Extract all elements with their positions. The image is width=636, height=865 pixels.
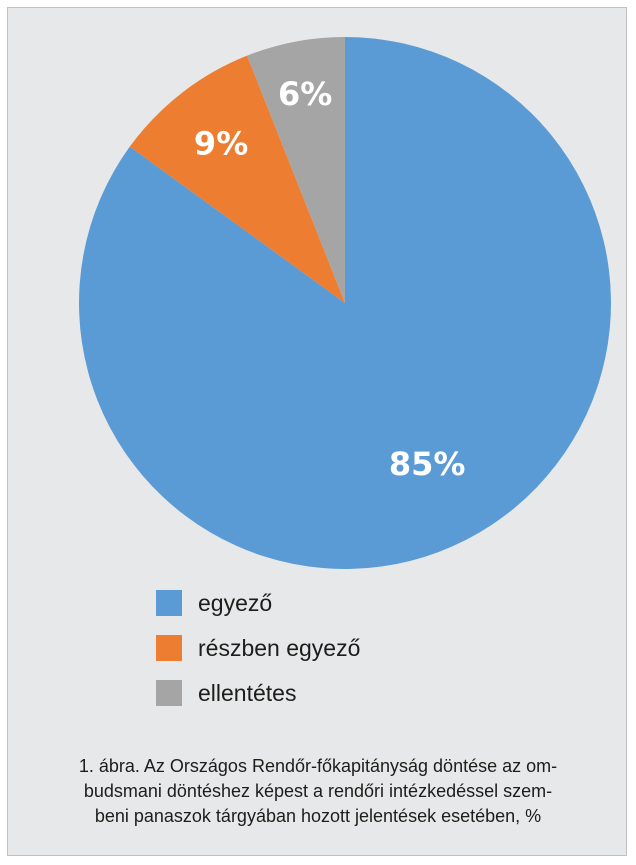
pie-slice-2 [247, 37, 345, 303]
pie-data-label: 9% [194, 124, 248, 162]
legend-item-reszben-egyezo: részben egyező [156, 631, 360, 665]
legend-item-egyezo: egyező [156, 586, 360, 620]
figure-panel: 85% 9% 6% egyező részben egyező ellentétes… [7, 7, 627, 856]
legend-swatch-egyezo [156, 590, 182, 616]
caption-line: 1. ábra. Az Országos Rendőr-főkapitánysá… [78, 756, 558, 776]
pie-data-label: 85% [389, 445, 466, 483]
legend-swatch-ellentetes [156, 680, 182, 706]
pie-data-label: 6% [278, 75, 332, 113]
caption-line: beni panaszok tárgyában hozott jelentése… [94, 806, 542, 826]
caption-line: budsmani döntéshez képest a rendőri inté… [83, 781, 553, 801]
legend: egyező részben egyező ellentétes [156, 586, 360, 721]
legend-label: ellentétes [198, 679, 297, 706]
pie-chart: 85% 9% 6% [78, 37, 611, 569]
legend-item-ellentetes: ellentétes [156, 676, 360, 710]
legend-label: részben egyező [198, 634, 361, 661]
pie-slice-0 [78, 37, 611, 569]
legend-swatch-reszben-egyezo [156, 635, 182, 661]
figure-caption: 1. ábra. Az Országos Rendőr-főkapitánysá… [18, 754, 618, 829]
legend-label: egyező [198, 589, 273, 616]
pie-slice-1 [129, 55, 345, 303]
